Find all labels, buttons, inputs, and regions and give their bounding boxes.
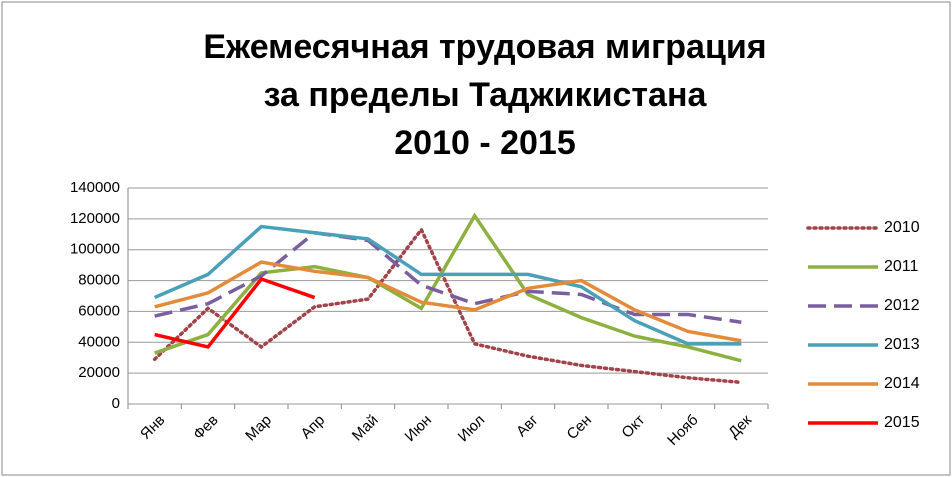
y-tick-label: 0: [112, 395, 120, 412]
legend-label: 2015: [884, 414, 920, 431]
y-tick-label: 20000: [78, 364, 120, 381]
legend-label: 2013: [884, 336, 920, 353]
legend-label: 2010: [884, 219, 920, 236]
y-tick-label: 140000: [70, 179, 120, 196]
y-tick-label: 60000: [78, 302, 120, 319]
series-line: [154, 212, 742, 363]
y-tick-label: 40000: [78, 333, 120, 350]
legend-label: 2014: [884, 375, 920, 392]
y-tick-label: 100000: [70, 241, 120, 258]
series-line: [154, 276, 316, 349]
chart-title: Ежемесячная трудовая миграция: [203, 28, 766, 66]
chart-title: за пределы Таджикистана: [264, 76, 708, 114]
chart-title: 2010 - 2015: [394, 124, 576, 162]
legend-label: 2012: [884, 297, 920, 314]
legend-label: 2011: [884, 258, 919, 275]
y-tick-label: 80000: [78, 272, 120, 289]
series-line: [154, 260, 742, 343]
series-line: [152, 226, 744, 385]
series-line: [153, 224, 742, 346]
y-tick-label: 120000: [70, 210, 120, 227]
